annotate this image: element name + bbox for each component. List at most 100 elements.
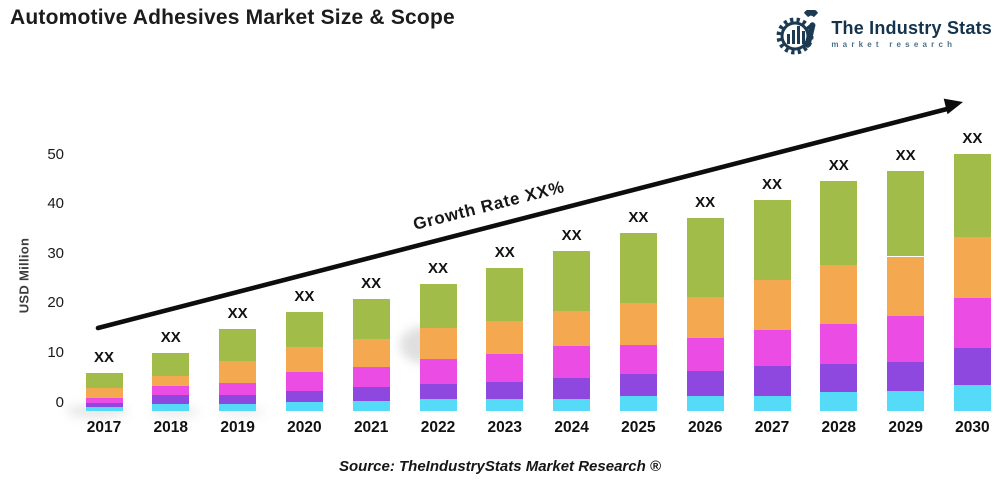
bar-segment-segment-1-cyan	[753, 395, 791, 411]
x-axis-year-label: 2030	[955, 419, 990, 436]
bar-segment-segment-5-green	[85, 373, 123, 389]
bar-segment-segment-2-purple	[419, 384, 457, 399]
bar-segment-segment-3-magenta	[820, 323, 858, 365]
bar-segment-segment-2-purple	[486, 382, 524, 399]
bar-segment-segment-3-magenta	[953, 298, 991, 349]
bar-segment-segment-1-cyan	[486, 398, 524, 411]
bar-segment-segment-3-magenta	[887, 315, 925, 362]
bar-segment-segment-2-purple	[686, 371, 724, 396]
bar-value-label: XX	[761, 176, 782, 194]
bar-value-label: XX	[561, 227, 582, 245]
bar-segment-segment-3-magenta	[152, 386, 190, 395]
y-axis-label: USD Million	[16, 237, 32, 314]
source-attribution: Source: TheIndustryStats Market Research…	[339, 458, 661, 475]
bar-segment-segment-1-cyan	[219, 403, 257, 411]
bar-segment-segment-5-green	[619, 233, 657, 303]
bar-segment-segment-3-magenta	[419, 358, 457, 385]
y-axis-tick-label: 0	[55, 393, 64, 411]
bar-segment-segment-5-green	[753, 200, 791, 281]
bar-segment-segment-1-cyan	[285, 402, 323, 411]
bar-segment-segment-4-orange	[887, 256, 925, 316]
bar-segment-segment-2-purple	[85, 403, 123, 408]
bar-value-label: XX	[895, 147, 916, 164]
brand-name: The Industry Stats	[831, 18, 992, 38]
bar-segment-segment-5-green	[352, 298, 390, 339]
bar-segment-segment-4-orange	[953, 237, 991, 299]
bar-segment-segment-2-purple	[753, 366, 791, 396]
bar-segment-segment-3-magenta	[85, 398, 123, 404]
bar-segment-segment-2-purple	[953, 348, 991, 386]
bar-segment-segment-1-cyan	[553, 399, 591, 411]
bar-value-label: XX	[427, 260, 448, 278]
growth-rate-annotation: Growth Rate XX%	[411, 177, 567, 234]
bar-segment-segment-2-purple	[820, 364, 858, 393]
bar-segment-segment-2-purple	[619, 374, 657, 397]
bar-segment-segment-1-cyan	[152, 403, 190, 411]
bar-value-label: XX	[628, 209, 649, 227]
bar-segment-segment-1-cyan	[887, 390, 925, 411]
bar-segment-segment-2-purple	[219, 394, 257, 404]
bar-segment-segment-5-green	[953, 154, 991, 238]
bar-segment-segment-5-green	[686, 218, 724, 297]
bar-segment-segment-5-green	[285, 312, 323, 347]
bar-segment-segment-1-cyan	[352, 401, 390, 411]
y-axis-tick-label: 50	[47, 145, 64, 163]
brand-tagline: market research	[831, 40, 957, 49]
bar-segment-segment-4-orange	[686, 296, 724, 338]
x-axis-year-label: 2022	[420, 419, 456, 436]
x-axis-year-label: 2021	[353, 419, 389, 436]
x-axis-year-label: 2029	[888, 419, 923, 436]
bar-segment-segment-4-orange	[285, 346, 323, 373]
brand-logo: The Industry Stats market research	[776, 10, 992, 58]
bar-segment-segment-4-orange	[553, 311, 591, 347]
bar-segment-segment-3-magenta	[352, 367, 390, 388]
bar-segment-segment-5-green	[219, 329, 257, 362]
bar-segment-segment-3-magenta	[486, 354, 524, 383]
bar-segment-segment-3-magenta	[686, 337, 724, 372]
bar-value-label: XX	[361, 274, 382, 292]
bar-segment-segment-5-green	[152, 353, 190, 377]
bar-segment-segment-5-green	[553, 251, 591, 312]
bar-segment-segment-5-green	[419, 284, 457, 329]
x-axis-year-label: 2023	[487, 419, 523, 436]
x-axis-year-label: 2027	[754, 419, 790, 436]
bar-segment-segment-4-orange	[219, 361, 257, 383]
x-axis-year-label: 2028	[821, 419, 857, 436]
bar-segment-segment-2-purple	[887, 361, 925, 391]
page-title: Automotive Adhesives Market Size & Scope	[10, 6, 455, 29]
bar-segment-segment-3-magenta	[753, 330, 791, 367]
bar-value-label: XX	[962, 130, 983, 147]
x-axis-year-label: 2025	[621, 419, 656, 436]
bar-segment-segment-4-orange	[85, 388, 123, 399]
bar-value-label: XX	[494, 244, 515, 262]
bar-value-label: XX	[828, 157, 849, 175]
bar-segment-segment-2-purple	[152, 394, 190, 404]
bar-segment-segment-4-orange	[352, 338, 390, 368]
bar-segment-segment-2-purple	[553, 377, 591, 400]
y-axis-tick-label: 40	[47, 195, 64, 213]
x-axis-year-label: 2018	[153, 419, 189, 436]
x-axis-year-label: 2017	[86, 419, 122, 436]
bar-value-label: XX	[227, 305, 248, 323]
bar-segment-segment-3-magenta	[219, 382, 257, 395]
y-axis-tick-label: 10	[47, 343, 64, 361]
bar-segment-segment-3-magenta	[619, 344, 657, 375]
bar-segment-segment-2-purple	[352, 387, 390, 402]
bar-value-label: XX	[93, 349, 114, 367]
bar-value-label: XX	[294, 288, 315, 306]
bar-segment-segment-3-magenta	[553, 346, 591, 378]
bar-segment-segment-1-cyan	[619, 396, 657, 411]
bar-segment-segment-4-orange	[419, 328, 457, 359]
x-axis-year-label: 2024	[554, 419, 589, 436]
bar-segment-segment-5-green	[887, 171, 925, 257]
x-axis-year-label: 2026	[687, 419, 723, 436]
bar-segment-segment-4-orange	[619, 302, 657, 345]
y-axis-tick-label: 20	[47, 294, 64, 312]
y-axis-tick-label: 30	[47, 244, 64, 262]
bar-segment-segment-4-orange	[753, 280, 791, 331]
bar-segment-segment-4-orange	[152, 376, 190, 387]
bar-value-label: XX	[160, 329, 181, 347]
bar-segment-segment-1-cyan	[820, 392, 858, 411]
